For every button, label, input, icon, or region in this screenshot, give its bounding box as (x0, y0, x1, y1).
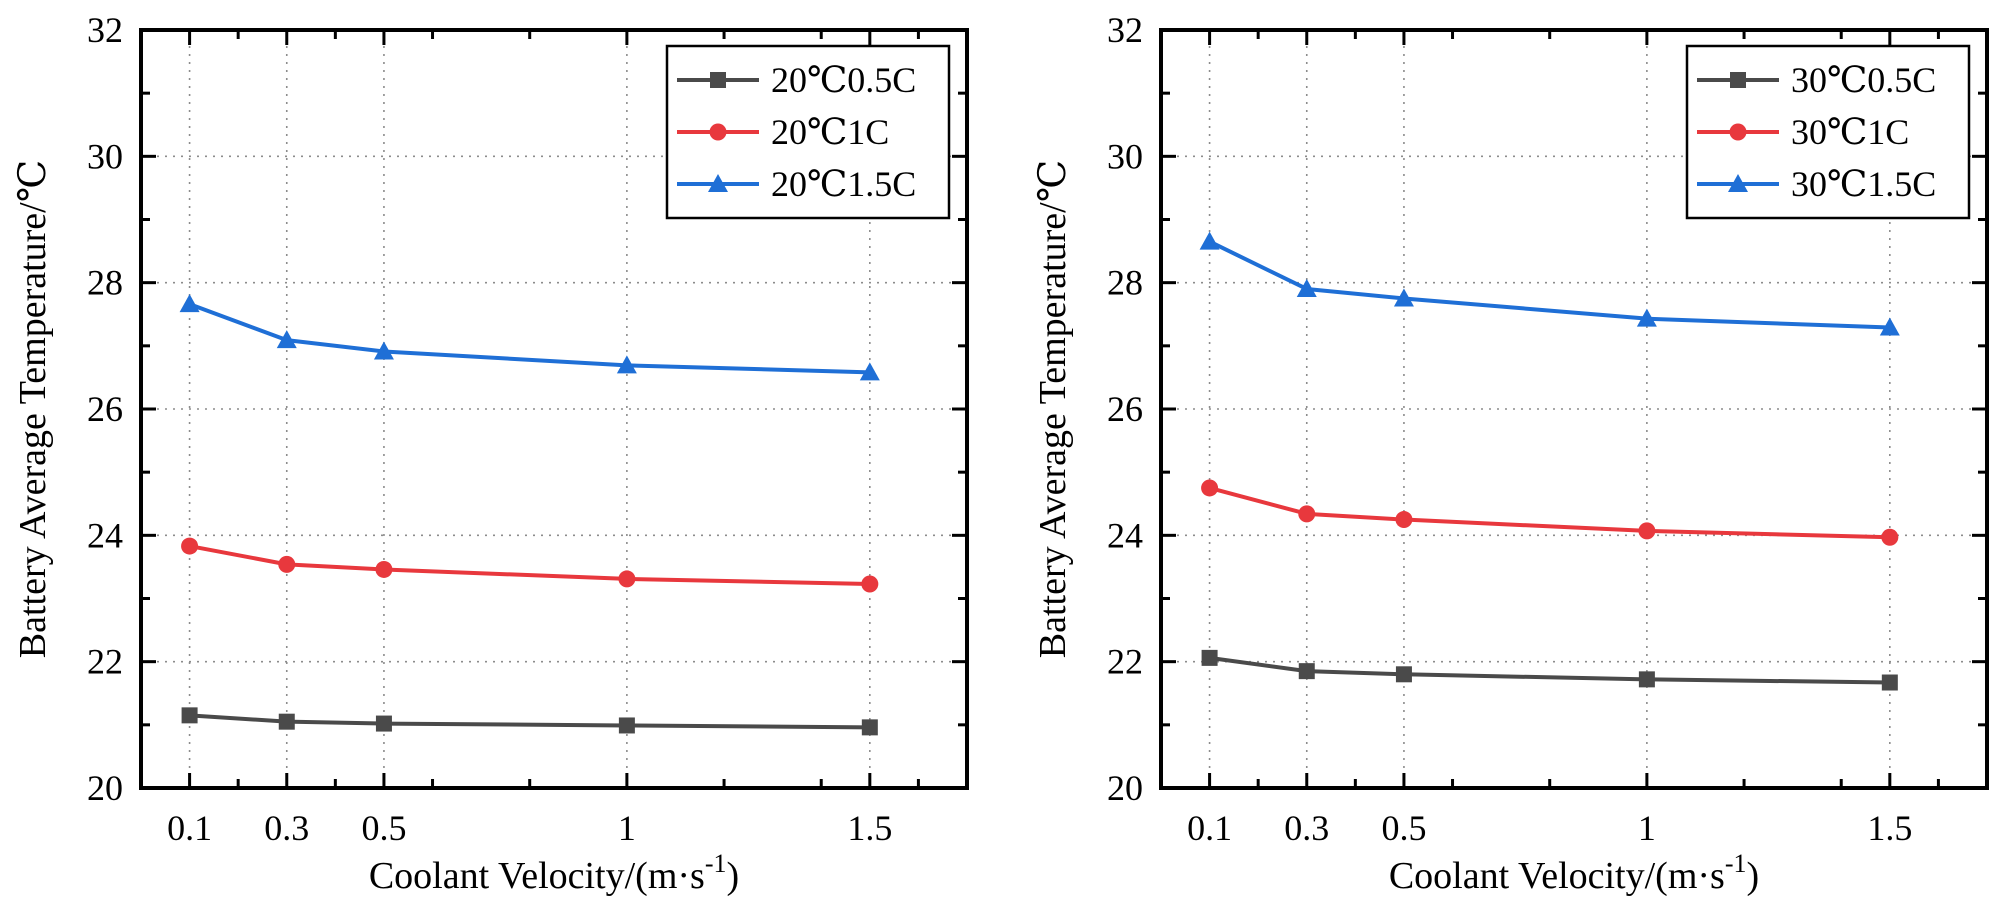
legend-marker (1730, 72, 1746, 88)
y-tick-label: 28 (87, 263, 123, 303)
x-tick-label: 0.3 (1284, 808, 1329, 848)
y-axis-title: Battery Average Temperature/℃ (12, 160, 54, 658)
legend-marker (710, 72, 726, 88)
legend-label: 20℃1.5C (771, 164, 916, 204)
legend-label: 20℃0.5C (771, 60, 916, 100)
y-tick-label: 28 (1107, 263, 1143, 303)
x-tick-label: 1 (1638, 808, 1656, 848)
data-point (616, 355, 637, 374)
y-tick-label: 24 (87, 515, 123, 555)
data-point (1393, 288, 1414, 307)
x-tick-label: 1 (618, 808, 636, 848)
data-point (861, 719, 878, 736)
data-point (1298, 505, 1316, 523)
y-axis-title: Battery Average Temperature/℃ (1032, 160, 1074, 658)
series-line (1208, 239, 1890, 330)
y-tick-label: 30 (1107, 136, 1143, 176)
data-point (1199, 231, 1220, 250)
data-point (179, 294, 200, 313)
y-tick-label: 30 (87, 136, 123, 176)
data-point (1638, 671, 1655, 688)
data-point (278, 713, 295, 730)
data-point (375, 560, 393, 578)
data-point (1636, 308, 1657, 327)
data-point (861, 575, 879, 593)
y-tick-label: 22 (1107, 642, 1143, 682)
x-axis-title: Coolant Velocity/(m·s-1) (369, 849, 739, 897)
data-point (181, 707, 198, 724)
chart-left: 20 22 24 26 28 30 32 0.1 0.3 0.5 1 1.5 Coolant Veloc… (12, 10, 969, 897)
data-point (859, 362, 880, 381)
x-tick-label: 0.3 (264, 808, 309, 848)
legend-label: 20℃1C (771, 112, 889, 152)
data-point (1201, 649, 1218, 666)
data-point (1296, 278, 1317, 297)
y-tick-label: 32 (1107, 10, 1143, 50)
chart-right: 20 22 24 26 28 30 32 0.1 0.3 0.5 1 1.5 Coolant Veloc… (1032, 10, 1989, 897)
data-point (618, 717, 635, 734)
y-tick-label: 26 (1107, 389, 1143, 429)
data-point (1881, 674, 1898, 691)
data-point (375, 715, 392, 732)
legend-label: 30℃1.5C (1791, 164, 1936, 204)
legend-marker (1729, 123, 1747, 141)
legend-marker (709, 123, 727, 141)
data-point (1879, 317, 1900, 336)
y-tick-label: 32 (87, 10, 123, 50)
data-point (1881, 528, 1899, 546)
data-point (181, 537, 199, 555)
x-tick-label: 0.1 (1187, 808, 1232, 848)
x-tick-label: 0.5 (361, 808, 406, 848)
data-point (1298, 663, 1315, 680)
data-point (1395, 666, 1412, 683)
x-tick-label: 1.5 (847, 808, 892, 848)
y-tick-label: 20 (1107, 768, 1143, 808)
y-tick-label: 24 (1107, 515, 1143, 555)
x-axis-title: Coolant Velocity/(m·s-1) (1389, 849, 1759, 897)
data-point (373, 341, 394, 360)
data-point (1638, 522, 1656, 540)
data-point (1395, 511, 1413, 529)
legend-marker (708, 174, 728, 192)
data-point (1201, 479, 1219, 497)
data-point (276, 330, 297, 349)
data-point (278, 555, 296, 573)
y-tick-label: 20 (87, 768, 123, 808)
series-line (188, 302, 870, 375)
legend-label: 30℃1C (1791, 112, 1909, 152)
data-point (618, 570, 636, 588)
x-tick-label: 0.1 (167, 808, 212, 848)
x-tick-label: 1.5 (1867, 808, 1912, 848)
legend-marker (1728, 174, 1748, 192)
legend-label: 30℃0.5C (1791, 60, 1936, 100)
x-tick-label: 0.5 (1381, 808, 1426, 848)
y-tick-label: 26 (87, 389, 123, 429)
y-tick-label: 22 (87, 642, 123, 682)
